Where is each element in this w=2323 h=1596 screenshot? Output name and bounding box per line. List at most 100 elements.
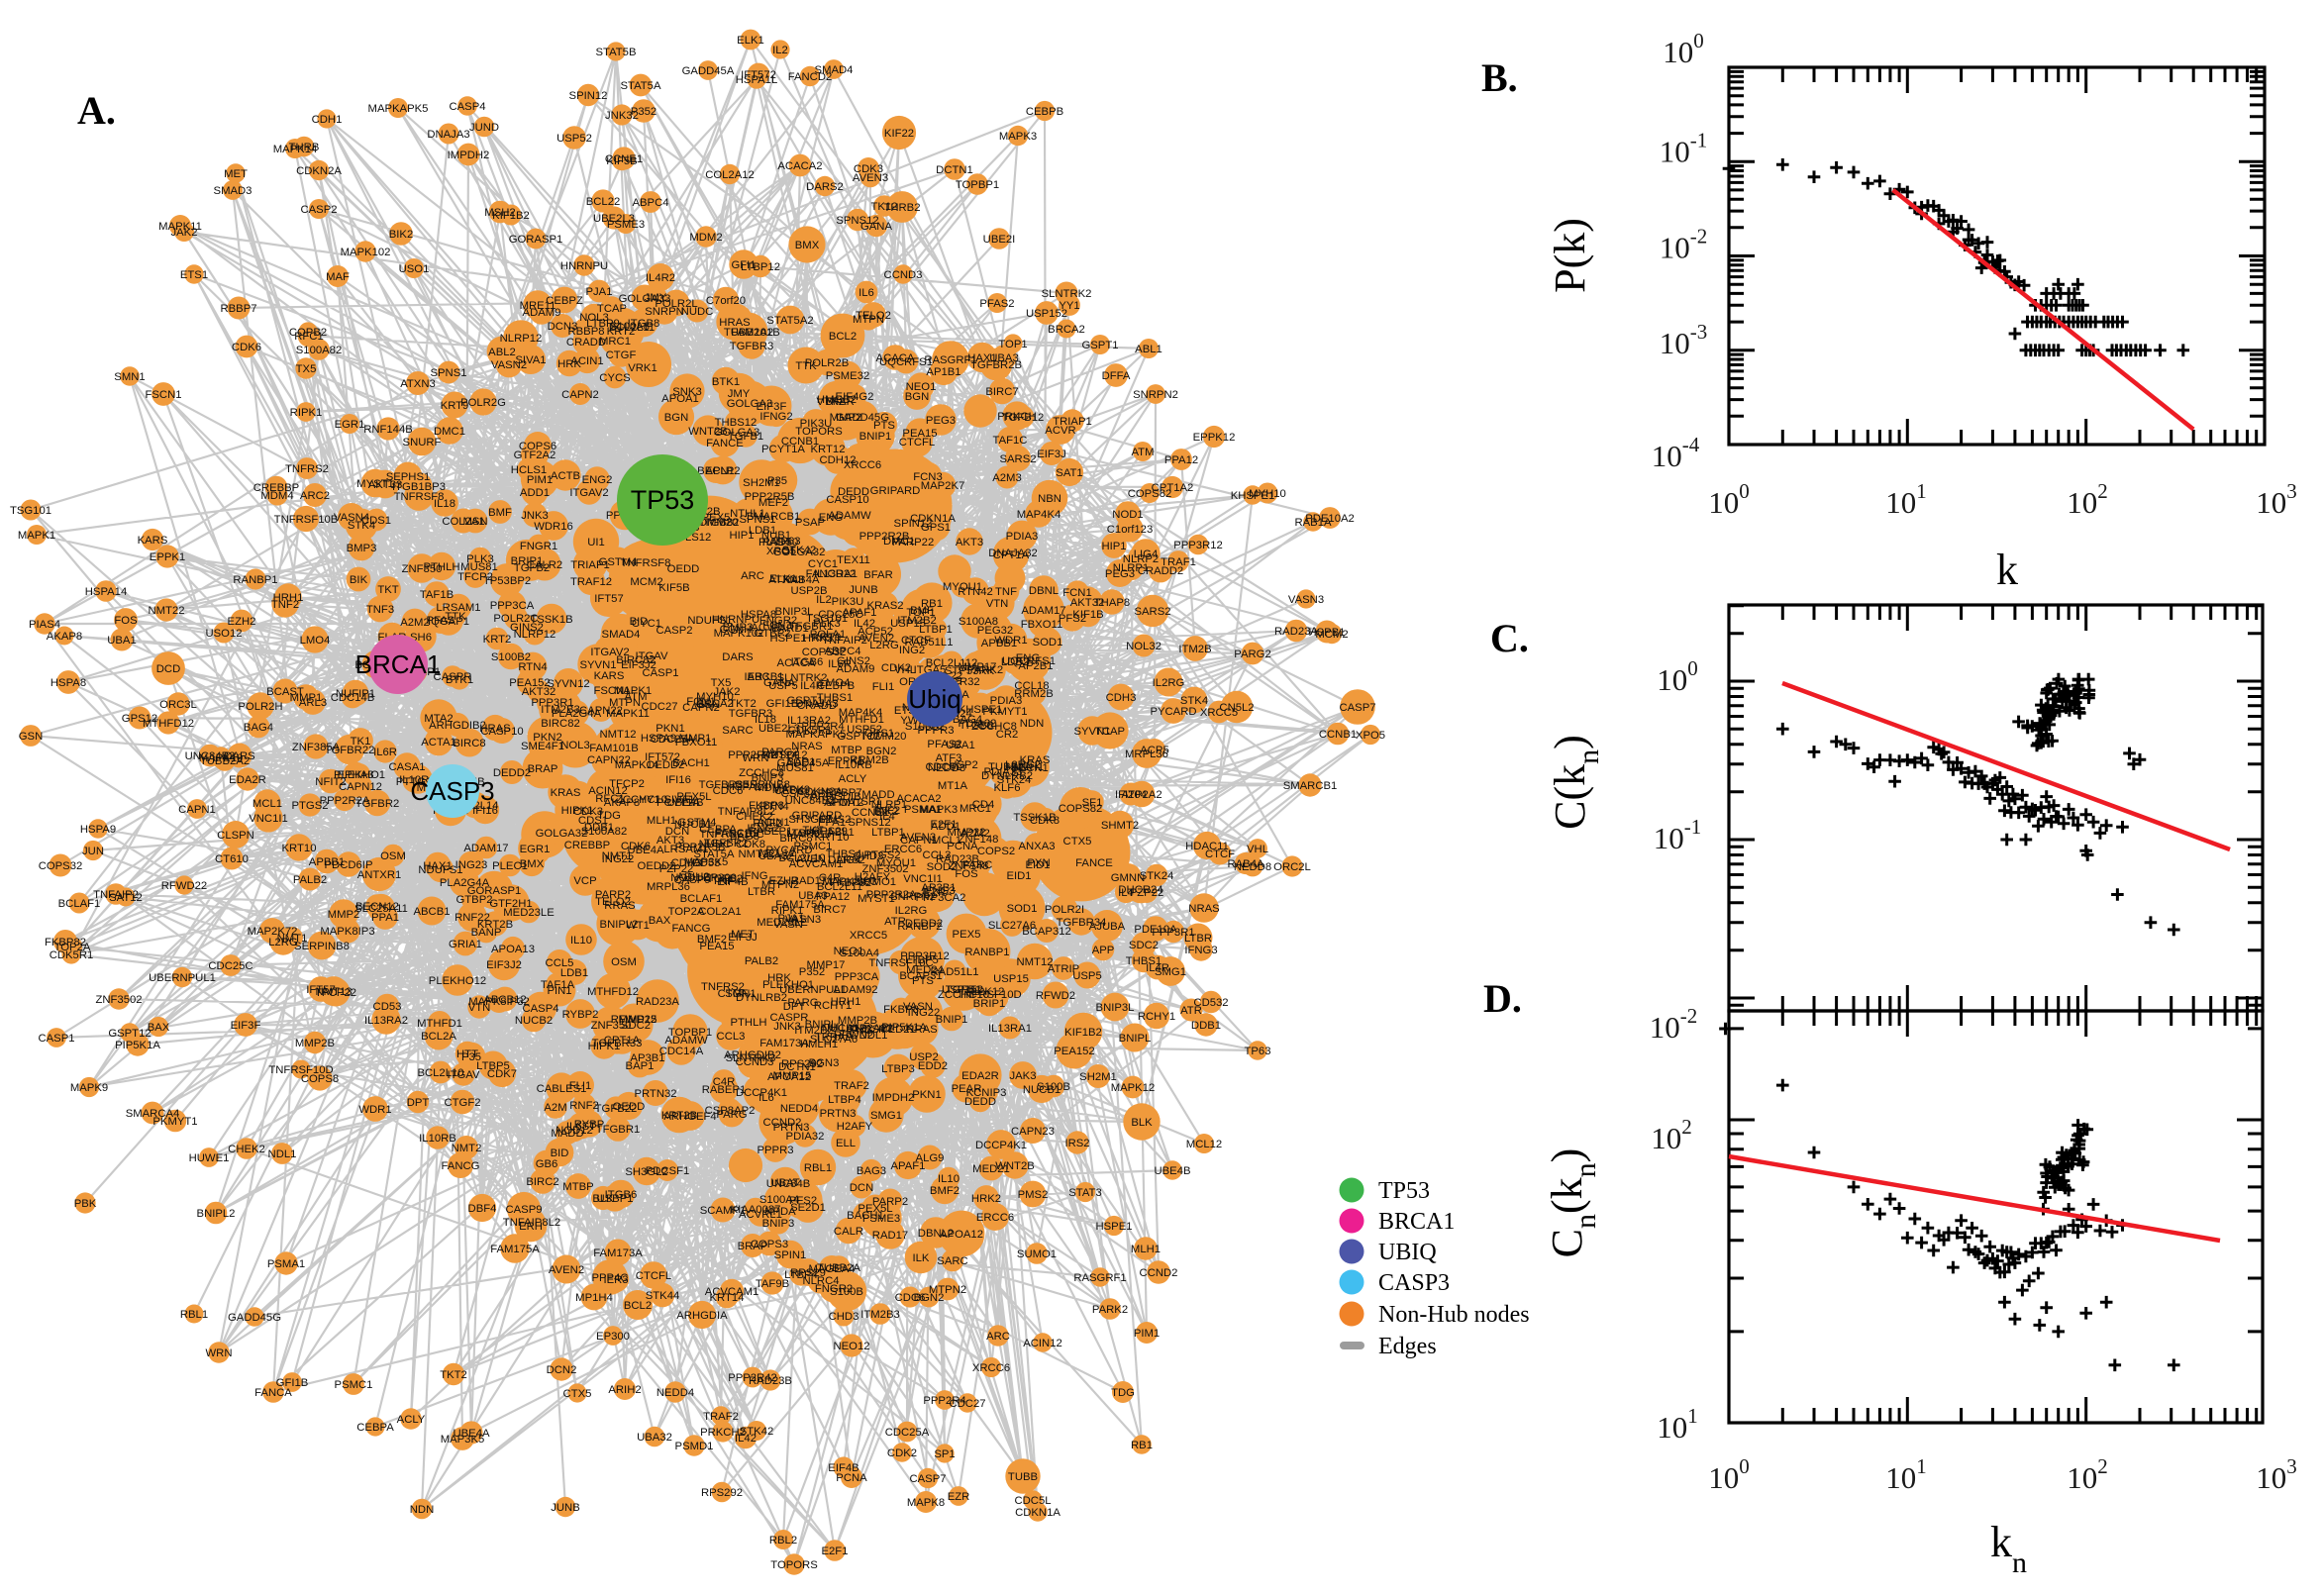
svg-text:AKT3: AKT3 xyxy=(956,537,983,549)
svg-text:102: 102 xyxy=(1651,1115,1692,1155)
svg-text:TRAF2: TRAF2 xyxy=(703,1411,739,1423)
svg-text:CCND3: CCND3 xyxy=(884,269,923,281)
svg-text:ATF3: ATF3 xyxy=(936,752,962,764)
svg-text:TGFBR33: TGFBR33 xyxy=(592,1038,643,1049)
svg-text:TGFBR3: TGFBR3 xyxy=(730,341,774,352)
svg-text:MYOU1: MYOU1 xyxy=(943,581,982,593)
svg-text:CDH1: CDH1 xyxy=(312,114,343,126)
svg-text:CASP3: CASP3 xyxy=(410,776,494,806)
svg-text:A2M: A2M xyxy=(544,1102,566,1114)
svg-text:BID: BID xyxy=(630,616,649,628)
svg-text:NLRP1: NLRP1 xyxy=(1113,562,1149,574)
svg-text:HIP1: HIP1 xyxy=(1101,541,1126,552)
svg-text:GPS12: GPS12 xyxy=(122,713,157,725)
svg-text:PDIA3: PDIA3 xyxy=(1006,531,1039,543)
svg-text:PPP2R2B: PPP2R2B xyxy=(859,531,910,543)
svg-text:CTCFL: CTCFL xyxy=(636,1270,671,1282)
svg-text:CDC27: CDC27 xyxy=(949,1398,985,1410)
svg-text:KRT9: KRT9 xyxy=(441,400,469,412)
svg-text:HUWE1: HUWE1 xyxy=(189,1152,230,1164)
svg-text:PDIA32: PDIA32 xyxy=(786,1131,825,1143)
svg-text:ELK1: ELK1 xyxy=(737,35,764,47)
svg-text:APBB1: APBB1 xyxy=(981,638,1017,649)
svg-text:TNF2: TNF2 xyxy=(271,599,299,611)
svg-text:MMP1: MMP1 xyxy=(290,692,323,704)
svg-text:BMX: BMX xyxy=(795,240,820,251)
svg-text:PTHLH: PTHLH xyxy=(423,561,459,573)
svg-text:NOL3: NOL3 xyxy=(579,312,609,324)
svg-text:KRAS: KRAS xyxy=(551,787,581,799)
svg-text:VHL: VHL xyxy=(1247,844,1268,855)
svg-text:FNGR2: FNGR2 xyxy=(815,1283,853,1295)
svg-text:GSN: GSN xyxy=(696,699,720,711)
svg-text:BCLAF1: BCLAF1 xyxy=(58,898,101,910)
svg-text:UBIQ: UBIQ xyxy=(1378,1240,1437,1265)
svg-text:SPNS12: SPNS12 xyxy=(836,215,878,227)
svg-text:PTHLH: PTHLH xyxy=(730,1017,766,1029)
svg-text:TOPBP1: TOPBP1 xyxy=(956,179,999,191)
svg-text:FANCG: FANCG xyxy=(442,1160,480,1172)
svg-text:EID1: EID1 xyxy=(1025,859,1050,871)
svg-text:101: 101 xyxy=(1657,1404,1698,1445)
svg-text:SAT12: SAT12 xyxy=(109,892,143,904)
svg-text:CD53: CD53 xyxy=(373,1001,402,1013)
svg-text:CDK2: CDK2 xyxy=(887,1447,917,1459)
svg-text:SMAD4: SMAD4 xyxy=(602,629,641,641)
svg-text:PFAS2: PFAS2 xyxy=(979,298,1014,310)
svg-text:GFI1B: GFI1B xyxy=(276,1377,309,1389)
svg-text:MAPK8IP3: MAPK8IP3 xyxy=(320,926,374,938)
svg-text:ADAMW: ADAMW xyxy=(828,510,871,522)
svg-text:100: 100 xyxy=(1708,1454,1750,1495)
svg-text:SARS2: SARS2 xyxy=(1134,606,1170,618)
svg-text:DMC1: DMC1 xyxy=(434,426,465,438)
svg-text:TNFRSF10C: TNFRSF10C xyxy=(868,957,933,969)
svg-text:CD4: CD4 xyxy=(972,799,995,811)
svg-text:TTK: TTK xyxy=(445,611,466,623)
svg-text:RFWD2: RFWD2 xyxy=(1036,990,1075,1002)
svg-text:MLH1: MLH1 xyxy=(1131,1244,1161,1255)
svg-text:PLA2G4A: PLA2G4A xyxy=(440,877,490,889)
svg-text:KHSPE1: KHSPE1 xyxy=(1231,490,1275,502)
svg-text:EIF3J2: EIF3J2 xyxy=(486,959,522,971)
svg-text:BIRC2: BIRC2 xyxy=(526,1176,558,1188)
svg-text:PPA12: PPA12 xyxy=(816,891,850,903)
svg-text:LTBP1: LTBP1 xyxy=(919,624,953,636)
svg-text:SCAMP1: SCAMP1 xyxy=(700,1205,746,1217)
svg-text:PJA1: PJA1 xyxy=(585,286,612,298)
svg-text:BIRC8: BIRC8 xyxy=(453,738,485,749)
svg-text:ITGAV2: ITGAV2 xyxy=(569,487,608,499)
svg-text:EIF3J2: EIF3J2 xyxy=(621,659,656,671)
svg-text:TOP1: TOP1 xyxy=(998,339,1027,350)
svg-text:ADAM9: ADAM9 xyxy=(523,307,561,319)
svg-text:COPS32: COPS32 xyxy=(39,860,83,872)
svg-text:ADD1: ADD1 xyxy=(520,487,550,499)
svg-text:OEDD: OEDD xyxy=(667,563,700,575)
svg-text:PSAP: PSAP xyxy=(795,517,825,529)
svg-text:S100A82: S100A82 xyxy=(296,345,342,356)
svg-text:SMN1: SMN1 xyxy=(725,988,756,1000)
svg-text:PALB2: PALB2 xyxy=(293,874,327,886)
svg-text:TUBB: TUBB xyxy=(1008,1471,1038,1483)
svg-text:PPP2R5B: PPP2R5B xyxy=(745,491,795,503)
svg-text:RAD23A: RAD23A xyxy=(1274,626,1318,638)
svg-text:103: 103 xyxy=(2256,479,2297,520)
svg-text:USO1: USO1 xyxy=(399,263,430,275)
svg-text:DCD: DCD xyxy=(156,663,180,675)
svg-text:RAD51L1: RAD51L1 xyxy=(931,966,979,978)
svg-text:BRCA1: BRCA1 xyxy=(355,649,442,679)
svg-text:CREBBP: CREBBP xyxy=(564,840,610,851)
svg-text:IL2: IL2 xyxy=(816,594,832,606)
svg-text:101: 101 xyxy=(1885,1454,1927,1495)
svg-text:ARC: ARC xyxy=(741,570,764,582)
svg-text:RBBP7: RBBP7 xyxy=(220,303,256,315)
svg-text:EGR1: EGR1 xyxy=(335,419,365,431)
svg-text:TNFRS2: TNFRS2 xyxy=(285,463,329,475)
svg-text:kn: kn xyxy=(1990,1518,2027,1579)
svg-text:BECN1: BECN1 xyxy=(697,465,735,477)
svg-text:COL2A12: COL2A12 xyxy=(705,169,755,181)
svg-text:ABL1: ABL1 xyxy=(1135,344,1162,355)
svg-text:UNC84B: UNC84B xyxy=(766,1178,811,1190)
svg-text:Ubiq: Ubiq xyxy=(908,684,960,714)
svg-text:AKAP8: AKAP8 xyxy=(604,797,640,809)
svg-text:IFNG3: IFNG3 xyxy=(1184,945,1217,956)
